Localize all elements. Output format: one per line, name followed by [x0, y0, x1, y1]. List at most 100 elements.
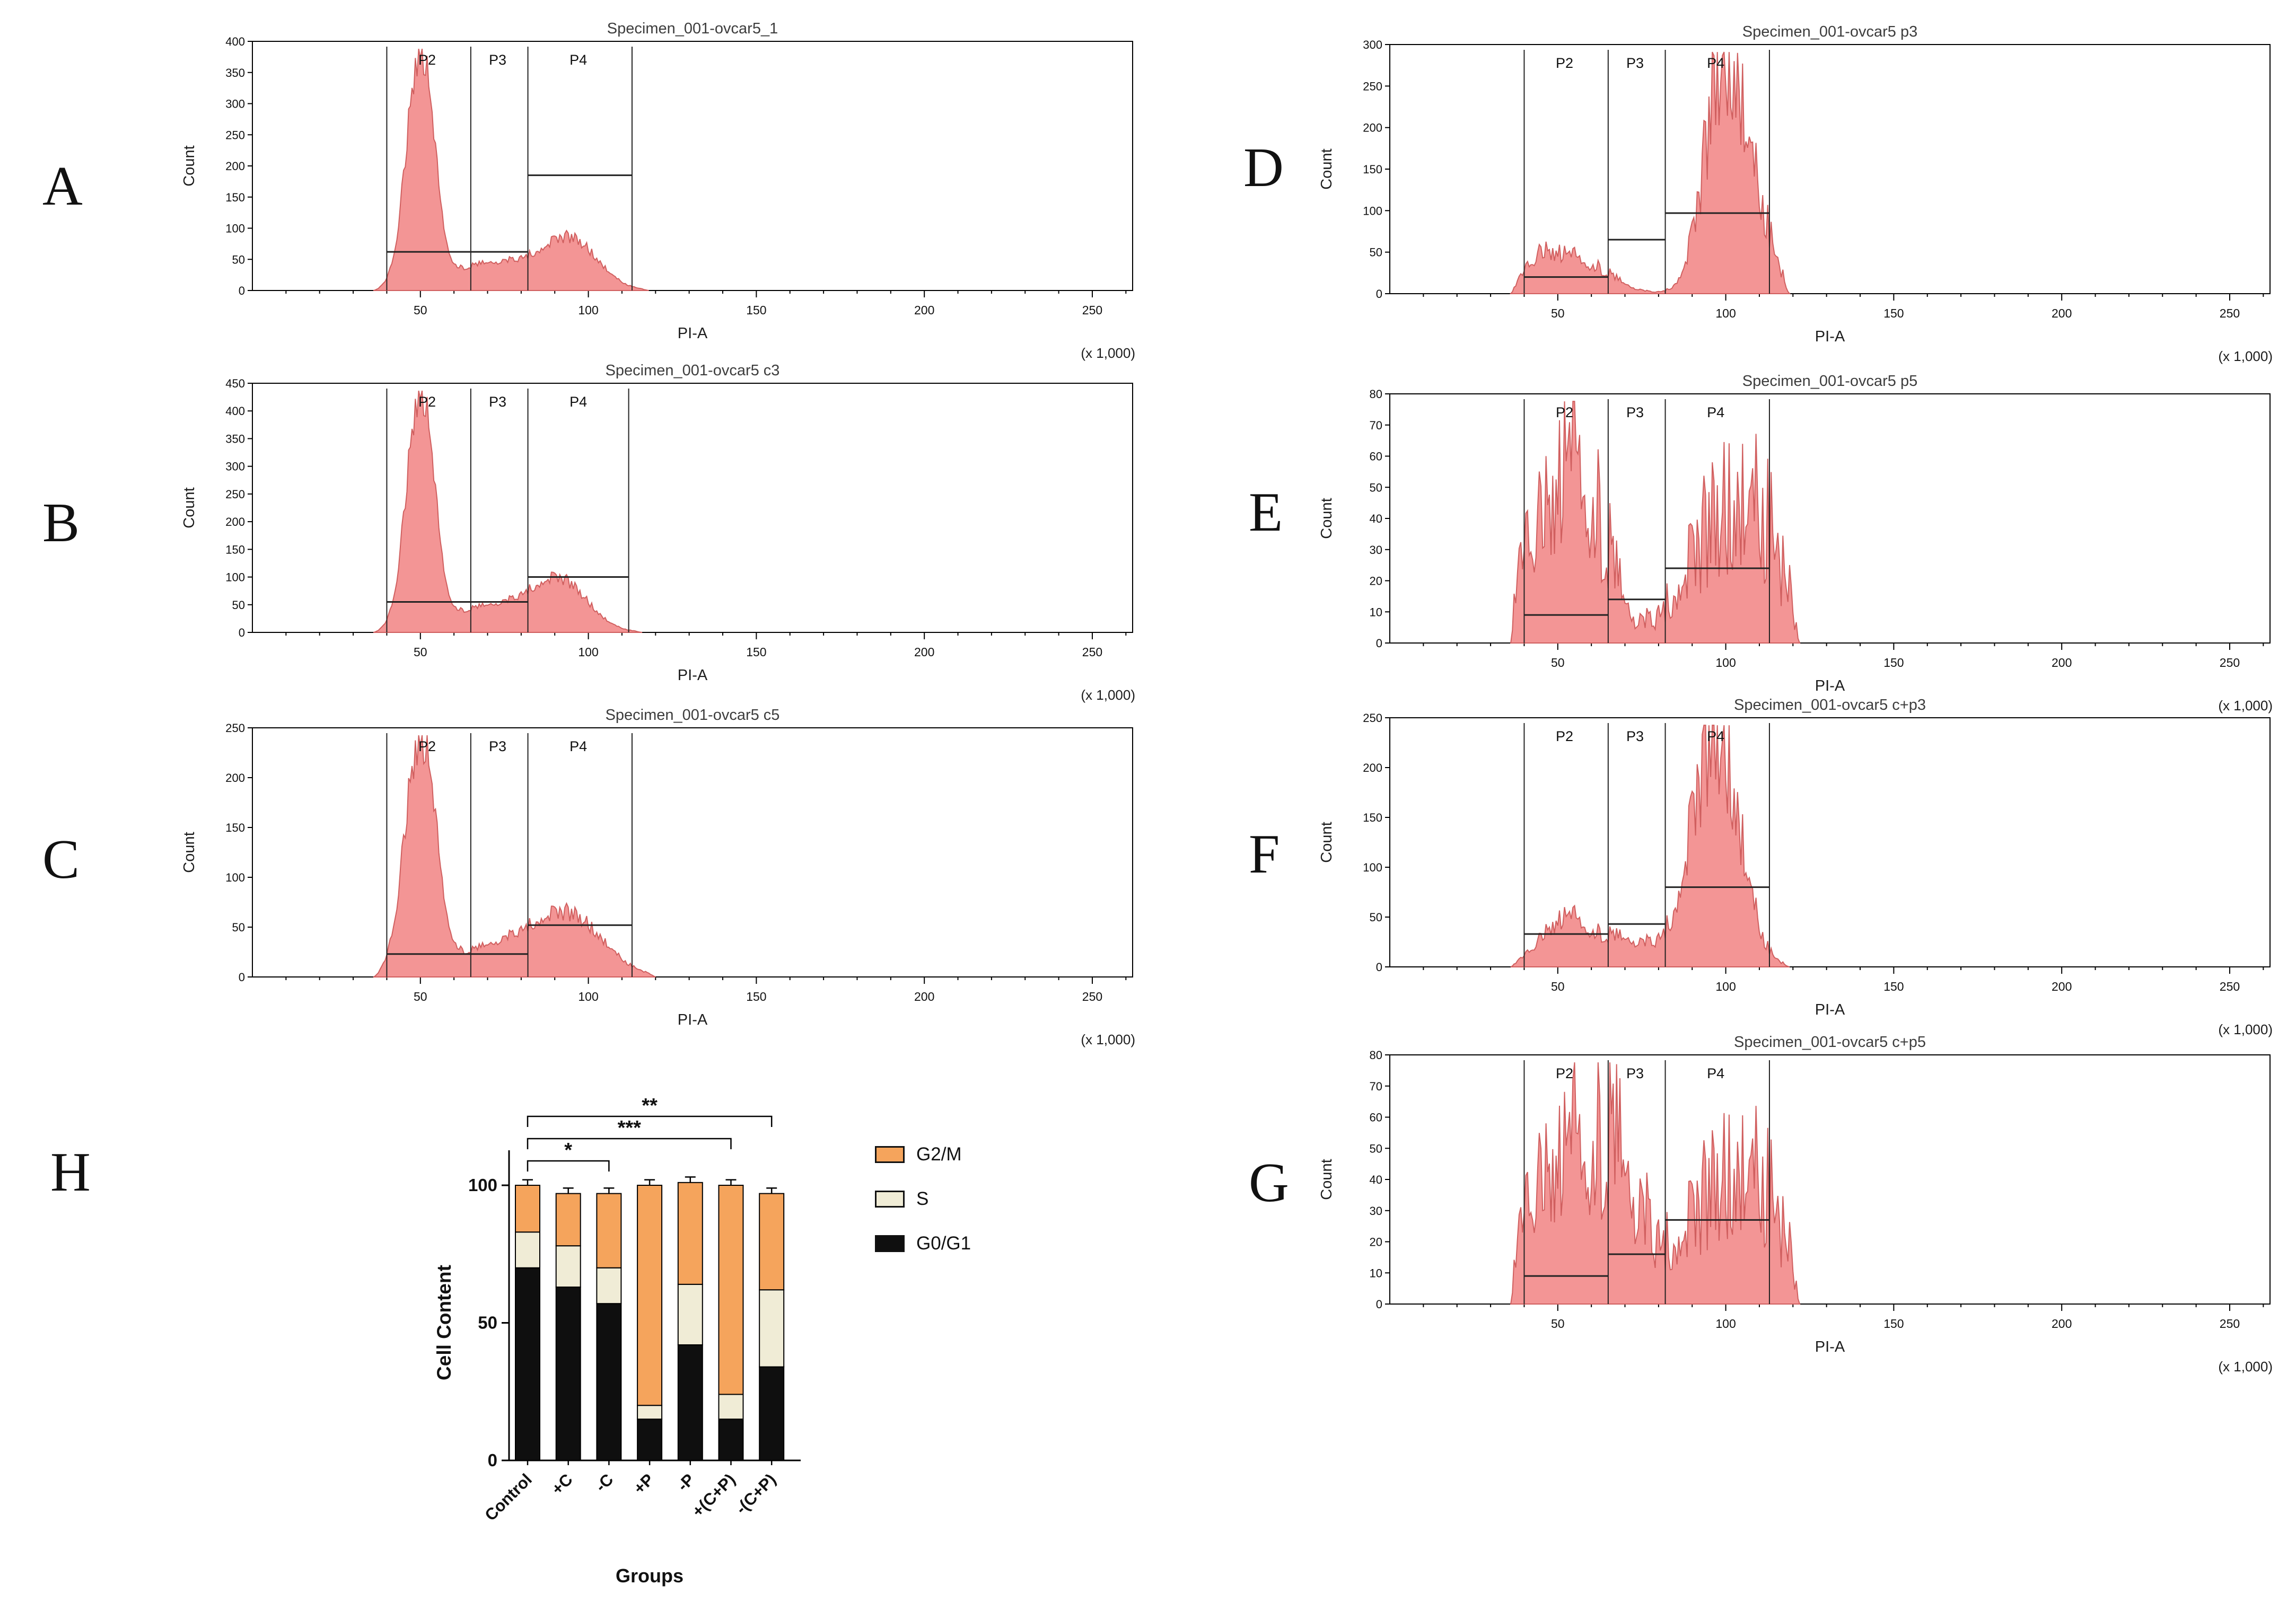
y-axis-label: Cell Content	[433, 1265, 455, 1380]
gate-label: P2	[1556, 1065, 1573, 1081]
gate-label: P3	[1626, 55, 1644, 71]
y-tick-label: 50	[1370, 246, 1382, 259]
x-tick-label: 150	[746, 303, 766, 317]
y-tick-label: 50	[232, 253, 245, 266]
gate-label: P4	[569, 52, 587, 68]
y-axis-label: Count	[181, 145, 198, 186]
panel-f-histogram: Specimen_001-ovcar5 c+p3 PI-A (x 1,000) …	[1310, 694, 2296, 1046]
y-tick-label: 350	[225, 432, 245, 445]
x-axis-label: PI-A	[1815, 1338, 1845, 1355]
x-category-label: -C	[591, 1470, 617, 1495]
x-tick-label: 200	[914, 990, 934, 1003]
panel-label-a: A	[42, 155, 83, 217]
legend-swatch-g2m	[875, 1146, 905, 1163]
x-tick-label: 50	[414, 645, 427, 659]
histogram-area	[1510, 401, 1801, 644]
y-tick-label: 70	[1370, 1080, 1382, 1093]
y-axis-label: Count	[181, 832, 198, 873]
bar-segment	[555, 1245, 581, 1288]
plot-title: Specimen_001-ovcar5 c5	[606, 707, 780, 724]
y-tick-label: 250	[225, 128, 245, 142]
y-tick-label: 150	[225, 543, 245, 556]
y-tick-label: 60	[1370, 1111, 1382, 1124]
y-tick-label: 20	[1370, 1236, 1382, 1249]
legend-swatch-s	[875, 1191, 905, 1208]
histogram-area	[373, 390, 643, 633]
panel-label-e: E	[1249, 481, 1283, 543]
legend-swatch-g0g1	[875, 1235, 905, 1252]
x-tick-label: 200	[2052, 656, 2072, 670]
bar-segment	[718, 1185, 744, 1395]
gate-label: P2	[1556, 55, 1573, 71]
y-axis-label: Count	[1318, 148, 1335, 189]
y-tick-label: 0	[239, 284, 245, 297]
y-tick-label: 0	[488, 1450, 497, 1470]
y-tick-label: 0	[1376, 961, 1382, 974]
flow-histogram-plot: Specimen_001-ovcar5_1 PI-A (x 1,000) Cou…	[181, 20, 1135, 361]
x-axis-scale-note: (x 1,000)	[1081, 345, 1135, 361]
gate-label: P2	[418, 738, 436, 754]
x-tick-label: 250	[1082, 990, 1102, 1003]
legend-label-g0g1: G0/G1	[916, 1233, 971, 1254]
significance-bracket	[527, 1115, 773, 1127]
plot-title: Specimen_001-ovcar5 p5	[1742, 373, 1917, 390]
panel-label-g: G	[1249, 1151, 1289, 1213]
panel-label-f: F	[1249, 823, 1280, 885]
x-tick-label: 50	[1551, 980, 1565, 993]
legend-item-g0g1: G0/G1	[875, 1233, 971, 1254]
y-tick-label: 0	[1376, 287, 1382, 301]
bar-segment	[759, 1366, 785, 1461]
y-tick-label: 200	[1363, 121, 1382, 135]
plot-frame	[252, 383, 1133, 633]
flow-histogram-plot: Specimen_001-ovcar5 c5 PI-A (x 1,000) Co…	[181, 707, 1135, 1047]
y-axis-label: Count	[1318, 822, 1335, 862]
y-tick-label: 350	[225, 66, 245, 80]
y-tick-label: 150	[1363, 163, 1382, 176]
gate-label: P3	[1626, 404, 1644, 420]
legend-item-g2m: G2/M	[875, 1144, 971, 1165]
y-tick-label: 40	[1370, 512, 1382, 525]
gate-label: P2	[1556, 404, 1573, 420]
bar-segment	[596, 1267, 622, 1305]
plot-title: Specimen_001-ovcar5 c+p5	[1734, 1034, 1926, 1051]
y-tick-label: 300	[1363, 38, 1382, 51]
y-tick-label: 300	[225, 98, 245, 111]
bar-segment	[596, 1193, 622, 1269]
y-tick-label: 200	[1363, 761, 1382, 774]
gate-label: P4	[1707, 728, 1724, 744]
histogram-area	[373, 48, 649, 291]
x-tick-label: 100	[1715, 656, 1736, 670]
plot-frame	[1389, 44, 2271, 294]
x-axis-label: PI-A	[678, 667, 708, 684]
y-tick-label: 0	[239, 626, 245, 639]
panel-b-histogram: Specimen_001-ovcar5 c3 PI-A (x 1,000) Co…	[173, 359, 1170, 712]
y-tick-label: 0	[1376, 637, 1382, 650]
x-category-label: Control	[481, 1470, 536, 1525]
x-category-label: +C	[548, 1470, 576, 1498]
bar-segment	[515, 1231, 540, 1269]
legend-label-s: S	[916, 1188, 929, 1209]
y-tick-label: 80	[1370, 1049, 1382, 1062]
x-tick-label: 200	[2052, 980, 2072, 993]
significance-bracket	[527, 1160, 610, 1172]
x-tick-label: 50	[1551, 656, 1565, 670]
x-tick-label: 100	[1715, 1317, 1736, 1331]
y-tick-label: 200	[225, 160, 245, 173]
x-tick-label: 250	[2220, 1317, 2240, 1331]
y-tick-label: 150	[225, 191, 245, 204]
plot-title: Specimen_001-ovcar5 p3	[1742, 23, 1917, 40]
panel-c-histogram: Specimen_001-ovcar5 c5 PI-A (x 1,000) Co…	[173, 704, 1170, 1056]
x-axis-label: PI-A	[678, 325, 708, 342]
bar-segment	[637, 1405, 663, 1420]
plot-title: Specimen_001-ovcar5 c+p3	[1734, 697, 1926, 714]
x-tick-label: 200	[914, 303, 934, 317]
x-axis-scale-note: (x 1,000)	[2218, 348, 2273, 364]
bar-segment	[759, 1193, 785, 1291]
y-tick-label: 50	[1370, 1142, 1382, 1155]
gate-label: P4	[1707, 404, 1724, 420]
bar-segment	[515, 1267, 540, 1461]
x-axis-label: PI-A	[1815, 328, 1845, 345]
x-axis-scale-note: (x 1,000)	[1081, 1032, 1135, 1047]
x-category-label: -(C+P)	[732, 1470, 779, 1518]
